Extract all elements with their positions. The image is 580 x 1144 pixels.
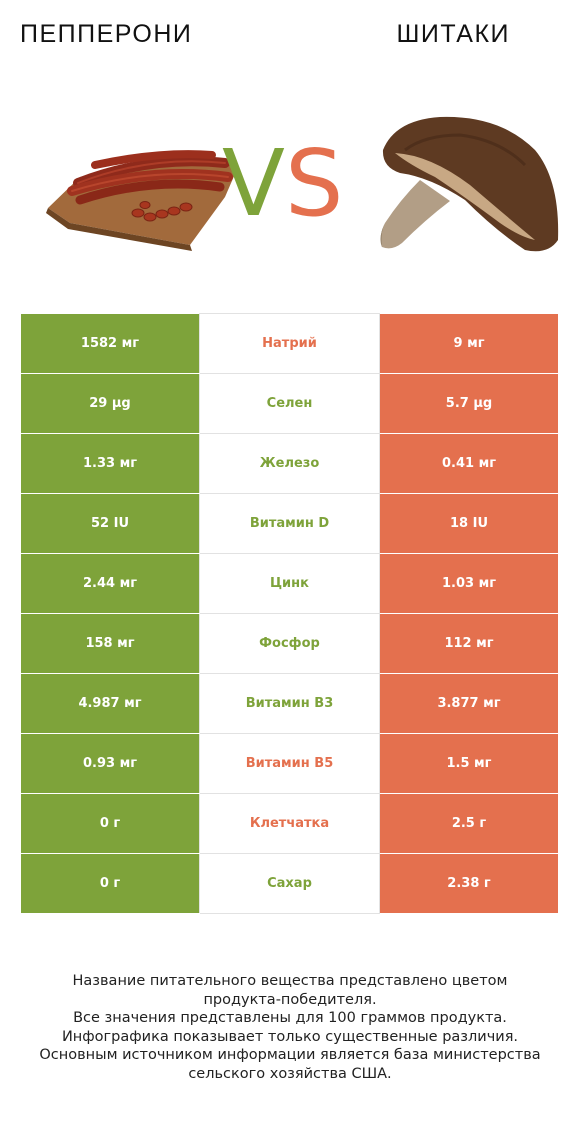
right-value: 9 мг (379, 313, 558, 374)
left-value: 0 г (21, 853, 200, 914)
nutrient-name: Витамин B5 (199, 733, 380, 794)
footer-line: Название питательного вещества представл… (72, 973, 508, 989)
right-value: 112 мг (379, 613, 558, 674)
nutrient-name: Селен (199, 373, 380, 434)
footer-line: Все значения представлены для 100 граммо… (73, 1010, 507, 1026)
left-value: 29 µg (21, 373, 200, 434)
table-row: 0 г Клетчатка 2.5 г (21, 793, 558, 854)
nutrient-name: Фосфор (199, 613, 380, 674)
pepperoni-image (46, 150, 238, 251)
right-value: 0.41 мг (379, 433, 558, 494)
footer-line: сельского хозяйства США. (188, 1065, 392, 1082)
table-row: 158 мг Фосфор 112 мг (21, 613, 558, 674)
nutrient-name: Железо (199, 433, 380, 494)
hero-illustration (46, 116, 559, 252)
table-row: 0.93 мг Витамин B5 1.5 мг (21, 733, 558, 794)
footer-line: Инфографика показывает только существенн… (61, 1028, 519, 1045)
table-row: 4.987 мг Витамин B3 3.877 мг (21, 673, 558, 734)
footer-line: продукта-победителя. (203, 991, 377, 1008)
nutrient-name: Натрий (199, 313, 380, 374)
left-value: 2.44 мг (21, 553, 200, 614)
right-product-title: ШИТАКИ (396, 20, 510, 48)
footer-note: Название питательного вещества представл… (20, 972, 560, 1083)
left-value: 1582 мг (21, 313, 200, 374)
table-row: 0 г Сахар 2.38 г (21, 853, 558, 914)
table-row: 52 IU Витамин D 18 IU (21, 493, 558, 554)
right-value: 1.5 мг (379, 733, 558, 794)
right-value: 2.5 г (379, 793, 558, 854)
shiitake-image (380, 116, 559, 252)
right-value: 3.877 мг (379, 673, 558, 734)
nutrient-name: Клетчатка (199, 793, 380, 854)
vs-label: VS (222, 138, 343, 230)
vs-s-letter: S (284, 130, 344, 237)
footer-line: Основным источником информации является … (39, 1047, 541, 1063)
left-value: 158 мг (21, 613, 200, 674)
vs-v-letter: V (222, 130, 285, 237)
table-row: 2.44 мг Цинк 1.03 мг (21, 553, 558, 614)
right-value: 5.7 µg (379, 373, 558, 434)
left-product-title: ПЕППЕРОНИ (20, 20, 193, 48)
nutrient-comparison-table: 1582 мг Натрий 9 мг 29 µg Селен 5.7 µg 1.33 мг… (21, 313, 558, 914)
nutrient-name: Витамин B3 (199, 673, 380, 734)
left-value: 4.987 мг (21, 673, 200, 734)
nutrient-name: Цинк (199, 553, 380, 614)
left-value: 0 г (21, 793, 200, 854)
table-row: 1582 мг Натрий 9 мг (21, 313, 558, 374)
right-value: 1.03 мг (379, 553, 558, 614)
left-value: 52 IU (21, 493, 200, 554)
right-value: 2.38 г (379, 853, 558, 914)
nutrient-name: Сахар (199, 853, 380, 914)
table-row: 1.33 мг Железо 0.41 мг (21, 433, 558, 494)
nutrient-name: Витамин D (199, 493, 380, 554)
table-row: 29 µg Селен 5.7 µg (21, 373, 558, 434)
left-value: 0.93 мг (21, 733, 200, 794)
right-value: 18 IU (379, 493, 558, 554)
left-value: 1.33 мг (21, 433, 200, 494)
